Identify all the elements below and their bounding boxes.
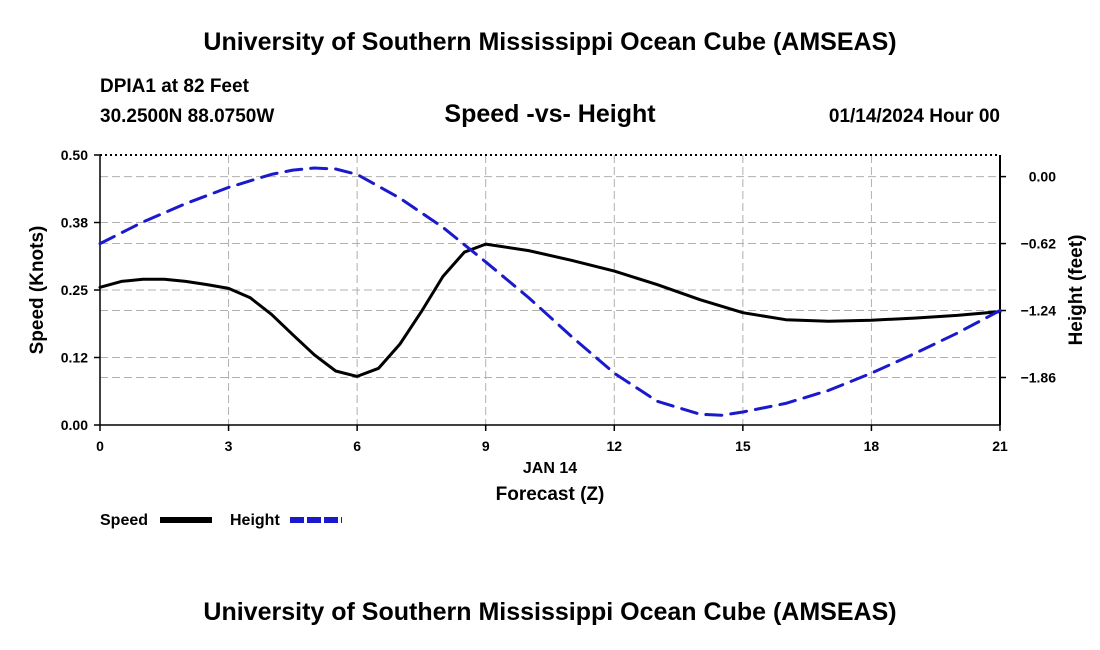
y-tick-label: 0.50 [61, 147, 88, 163]
y-tick-label: 0.00 [61, 417, 88, 433]
x-tick-label: 21 [992, 438, 1008, 454]
axis-layer [94, 154, 1006, 431]
y2-axis-title: Height (feet) [1066, 235, 1087, 346]
y-tick-label: 0.12 [61, 350, 88, 366]
y-tick-label: 0.25 [61, 282, 88, 298]
x-tick-label: 9 [482, 438, 490, 454]
x-axis-title: Forecast (Z) [496, 484, 605, 505]
forecast-datetime: 01/14/2024 Hour 00 [828, 106, 1000, 127]
x-tick-label: 12 [606, 438, 622, 454]
chart-title: University of Southern Mississippi Ocean… [203, 28, 897, 56]
x-tick-label: 15 [735, 438, 751, 454]
y2-tick-label: −0.62 [1021, 236, 1057, 252]
series-line-height [98, 166, 1002, 417]
y2-tick-label: −1.86 [1021, 369, 1057, 385]
coordinates-label: 30.2500N 88.0750W [100, 106, 275, 127]
label-layer: 0 3 6 9 12 15 18 21 0.00 0.12 0.25 0.38 0.50 0.00 −0.6… [27, 147, 1087, 505]
footer-title: University of Southern Mississippi Ocean… [203, 598, 897, 626]
x-tick-label: 6 [353, 438, 361, 454]
x-date-label: JAN 14 [523, 460, 577, 477]
x-tick-label: 18 [864, 438, 880, 454]
chart-subtitle: Speed -vs- Height [444, 100, 656, 128]
x-tick-label: 0 [96, 438, 104, 454]
x-tick-label: 3 [225, 438, 233, 454]
y2-tick-label: 0.00 [1029, 169, 1056, 185]
y2-tick-label: −1.24 [1021, 303, 1057, 319]
legend-layer: Speed Height [100, 512, 342, 529]
legend-label-height: Height [230, 512, 280, 529]
station-label: DPIA1 at 82 Feet [100, 76, 249, 97]
y-tick-label: 0.38 [61, 215, 88, 231]
y-axis-title: Speed (Knots) [27, 226, 48, 355]
series-line-speed [98, 242, 1002, 378]
legend-label-speed: Speed [100, 512, 148, 529]
series-layer [98, 166, 1002, 417]
